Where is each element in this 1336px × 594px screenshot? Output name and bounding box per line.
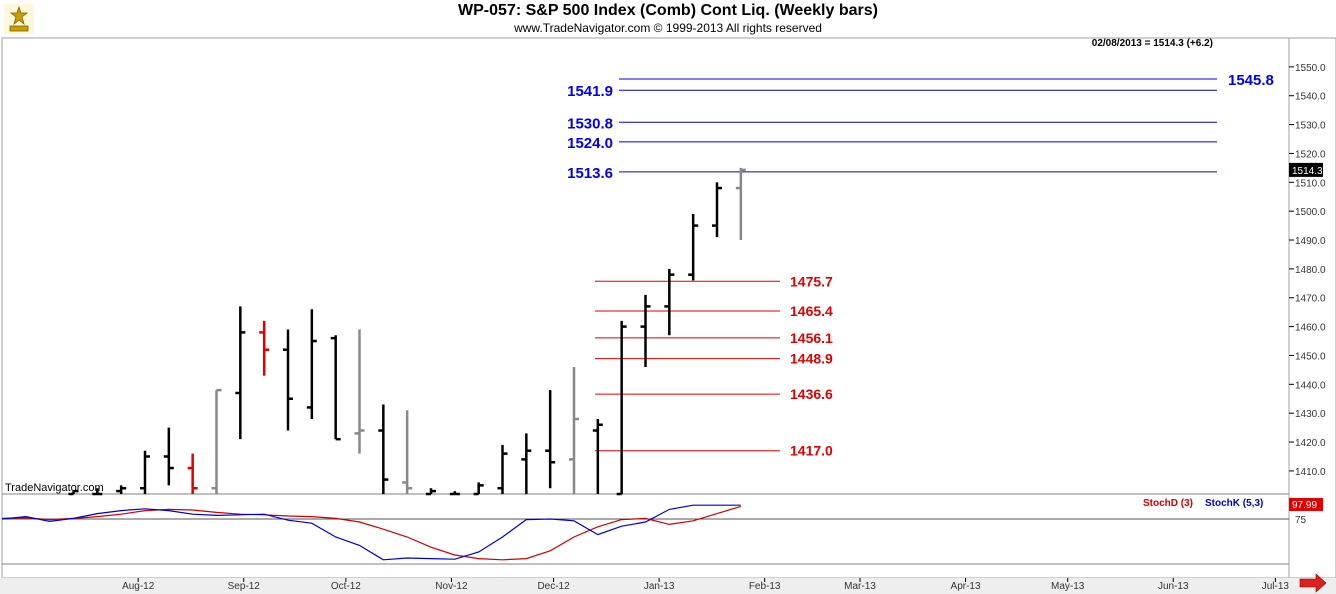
price-tick-label: 1520.0: [1295, 149, 1326, 160]
date-axis: Aug-12 Sep-12 Oct-12 Nov-12 Dec-12 Jan-13 Feb-…: [122, 578, 1289, 592]
resistance-label: 1513.6: [567, 165, 613, 182]
date-tick-label: Jul-13: [1262, 581, 1290, 592]
ohlc-bar: [259, 320, 270, 376]
price-tick-label: 1440.0: [1295, 380, 1326, 391]
stoch-d-line: [1, 505, 741, 561]
price-tick-label: 1450.0: [1295, 351, 1326, 362]
watermark-text: TradeNavigator.com: [5, 482, 104, 494]
date-tick-label: Feb-13: [749, 581, 781, 592]
ohlc-bar: [473, 482, 484, 496]
legend-stoch-k: StochK (5,3): [1205, 498, 1263, 509]
price-tick-label: 1540.0: [1295, 92, 1326, 103]
ohlc-bar: [211, 388, 222, 494]
support-label: 1475.7: [790, 273, 833, 289]
ohlc-bar: [116, 485, 127, 494]
date-tick-label: Dec-12: [537, 581, 570, 592]
resistance-label: 1545.8: [1228, 72, 1274, 89]
price-tick-label: 1480.0: [1295, 265, 1326, 276]
resistance-label: 1541.9: [567, 83, 613, 100]
date-tick-label: Jan-13: [644, 581, 675, 592]
ohlc-bar: [497, 444, 508, 494]
date-tick-label: May-13: [1051, 581, 1085, 592]
ohlc-bar: [664, 268, 675, 336]
chart-header: WP-057: S&P 500 Index (Comb) Cont Liq. (…: [0, 0, 1336, 38]
ohlc-bar: [640, 294, 651, 368]
price-axis: 1410.0 1420.0 1430.0 1440.0 1450.0 1460.0 1470…: [1289, 63, 1326, 478]
ohlc-bar: [402, 410, 413, 494]
ohlc-bar: [330, 335, 341, 441]
ohlc-bar: [569, 367, 579, 494]
price-tick-label: 1490.0: [1295, 236, 1326, 247]
price-tick-label: 1420.0: [1295, 438, 1326, 449]
date-tick-label: Aug-12: [122, 581, 155, 592]
ohlc-bar: [140, 450, 150, 494]
ohlc-bar: [163, 427, 174, 486]
date-strip: [0, 578, 1336, 594]
price-tick-label: 1460.0: [1295, 323, 1326, 334]
chart-title: WP-057: S&P 500 Index (Comb) Cont Liq. (…: [458, 2, 878, 19]
price-tick-label: 1410.0: [1295, 467, 1326, 478]
date-tick-label: Oct-12: [331, 581, 361, 592]
ohlc-bar: [378, 404, 389, 494]
trade-navigator-logo-icon: [4, 4, 34, 34]
stoch-tick-label: 75: [1295, 515, 1307, 526]
ohlc-bar: [712, 182, 722, 238]
date-tick-label: Apr-13: [951, 581, 981, 592]
ohlc-bar: [306, 309, 317, 419]
date-tick-label: Sep-12: [228, 581, 261, 592]
ohlc-bar: [688, 214, 699, 281]
date-tick-label: Mar-13: [844, 581, 876, 592]
ohlc-bar: [545, 390, 556, 489]
last-price-tag: [1289, 162, 1323, 177]
support-label: 1448.9: [790, 351, 833, 367]
support-resistance-levels: 1545.8 1541.9 1530.8 1524.0 1513.6 1475.7 1465…: [567, 72, 1274, 459]
price-tick-label: 1470.0: [1295, 294, 1326, 305]
price-tick-label: 1530.0: [1295, 121, 1326, 132]
legend-stoch-d: StochD (3): [1143, 498, 1193, 509]
chart-subtitle: www.TradeNavigator.com © 1999-2013 All r…: [514, 21, 822, 35]
price-tick-label: 1510.0: [1295, 178, 1326, 189]
ohlc-bar: [449, 491, 460, 496]
price-tick-label: 1550.0: [1295, 63, 1326, 74]
ohlc-bar: [92, 488, 103, 496]
ohlc-bar: [426, 488, 436, 496]
last-bar-readout: 02/08/2013 = 1514.3 (+6.2): [1092, 38, 1213, 49]
date-tick-label: Nov-12: [435, 581, 468, 592]
stoch-k-line: [1, 504, 741, 561]
ohlc-bar: [735, 167, 746, 241]
ohlc-bar: [354, 329, 365, 454]
support-label: 1456.1: [790, 330, 833, 346]
price-tick-label: 1430.0: [1295, 409, 1326, 420]
resistance-label: 1530.8: [567, 115, 613, 132]
support-label: 1465.4: [790, 303, 833, 319]
ohlc-bar: [616, 320, 627, 496]
stochastic-panel: 75 StochD (3) StochK (5,3) 97.99: [1, 498, 1323, 561]
support-label: 1436.6: [790, 386, 833, 402]
axis-strip: [1288, 37, 1336, 579]
stoch-value-tag: [1289, 498, 1323, 511]
ohlc-bar: [68, 489, 79, 496]
ohlc-bar: [521, 433, 532, 494]
price-tick-label: 1500.0: [1295, 207, 1326, 218]
ohlc-bar: [592, 418, 603, 494]
ohlc-bar: [283, 329, 293, 431]
ohlc-bar: [187, 453, 198, 494]
stoch-value-tag-label: 97.99: [1292, 500, 1317, 511]
support-label: 1417.0: [790, 443, 833, 459]
price-bars[interactable]: [68, 167, 746, 496]
last-price-tag-label: 1514.3: [1292, 166, 1323, 177]
date-tick-label: Jun-13: [1158, 581, 1189, 592]
scroll-right-arrow-icon[interactable]: [1299, 573, 1327, 593]
ohlc-bar: [235, 306, 246, 440]
resistance-label: 1524.0: [567, 135, 613, 152]
